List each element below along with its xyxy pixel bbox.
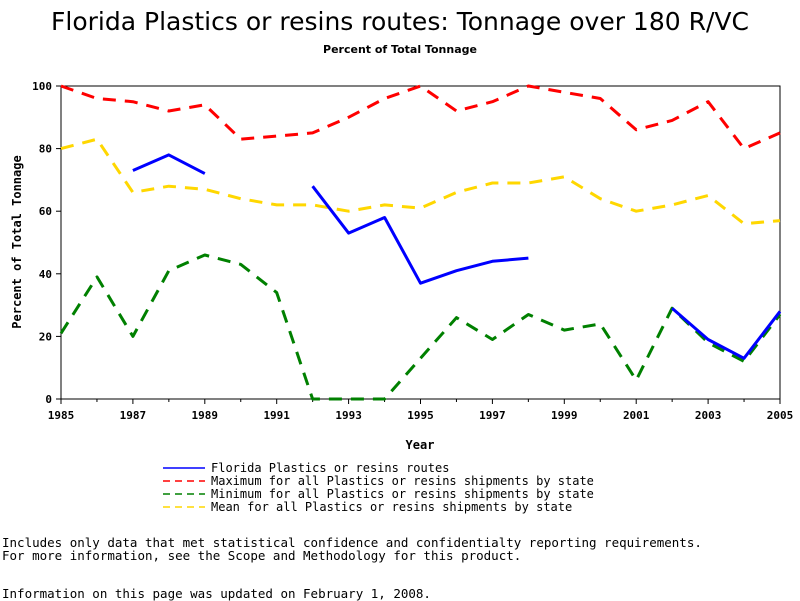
- series-line-maximum: [60, 84, 781, 151]
- x-tick-label: 2003: [695, 409, 722, 422]
- y-tick-label: 100: [32, 80, 52, 93]
- series-line-florida: [311, 185, 529, 285]
- plot-area: [60, 85, 781, 400]
- footnote-methodology: For more information, see the Scope and …: [2, 548, 522, 563]
- chart-title: Florida Plastics or resins routes: Tonna…: [51, 7, 749, 36]
- footnote-confidence: Includes only data that met statistical …: [2, 535, 702, 550]
- x-axis: 1985 1987 1989 1991 1993 1995 1997 1999 2001 2003…: [48, 399, 794, 422]
- x-tick-label: 1985: [48, 409, 75, 422]
- legend: Florida Plastics or resins routesMaximum…: [163, 461, 594, 514]
- chart-subtitle: Percent of Total Tonnage: [323, 43, 477, 56]
- legend-item-mean-label: Mean for all Plastics or resins shipment…: [211, 500, 572, 514]
- x-tick-label: 1993: [335, 409, 362, 422]
- x-tick-label: 1987: [120, 409, 147, 422]
- series-line-florida: [671, 307, 782, 360]
- series-line-mean: [60, 137, 781, 226]
- x-tick-label: 1991: [263, 409, 290, 422]
- y-tick-label: 20: [39, 330, 52, 343]
- y-tick-label: 80: [39, 143, 52, 156]
- y-axis-label: Percent of Total Tonnage: [10, 155, 24, 328]
- footnote-updated: Information on this page was updated on …: [2, 586, 431, 601]
- x-tick-label: 1989: [192, 409, 219, 422]
- x-tick-label: 1999: [551, 409, 578, 422]
- y-axis: 0 20 40 60 80 100: [32, 80, 61, 406]
- y-tick-label: 40: [39, 268, 52, 281]
- legend-item-maximum-label: Maximum for all Plastics or resins shipm…: [211, 474, 594, 488]
- x-tick-label: 1997: [479, 409, 506, 422]
- legend-item-minimum-label: Minimum for all Plastics or resins shipm…: [211, 487, 594, 501]
- x-tick-label: 2001: [623, 409, 650, 422]
- series-line-florida: [132, 153, 206, 175]
- legend-item-florida-label: Florida Plastics or resins routes: [211, 461, 449, 475]
- y-tick-label: 0: [45, 393, 52, 406]
- x-axis-label: Year: [406, 438, 435, 452]
- series-group: [59, 84, 782, 401]
- y-tick-label: 60: [39, 205, 52, 218]
- x-tick-label: 1995: [407, 409, 434, 422]
- series-line-minimum: [59, 253, 782, 401]
- x-tick-label: 2005: [767, 409, 794, 422]
